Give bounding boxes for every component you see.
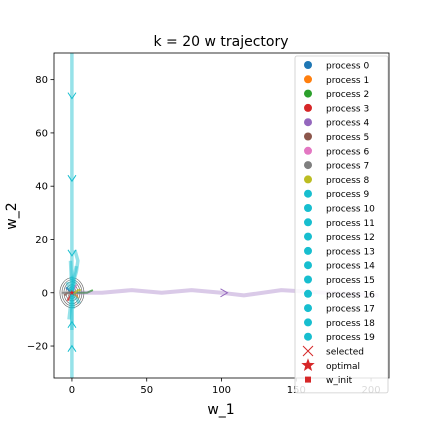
- direction-marker: [67, 174, 77, 183]
- legend-label: process 2: [326, 90, 369, 100]
- x-tick-label: 100: [212, 385, 231, 396]
- x-axis-label: w_1: [207, 402, 234, 418]
- legend-marker: [304, 204, 312, 212]
- optimal-marker: [69, 289, 75, 296]
- legend-marker: [304, 304, 312, 313]
- legend-marker: [304, 232, 312, 241]
- legend-marker: [304, 289, 312, 298]
- direction-marker: [67, 249, 77, 257]
- y-tick-label: 40: [35, 182, 48, 193]
- series-line-process-18: [68, 260, 74, 293]
- legend-marker: [304, 261, 312, 270]
- direction-marker: [220, 288, 229, 298]
- legend-label: process 11: [326, 219, 375, 229]
- y-axis-label: w_2: [4, 202, 20, 229]
- legend-marker: [304, 118, 312, 127]
- x-tick-label: 0: [69, 385, 75, 396]
- legend-label: process 4: [326, 119, 369, 129]
- y-tick-label: 20: [35, 235, 48, 246]
- legend-marker: [304, 189, 312, 198]
- series-line-process-17: [70, 265, 79, 293]
- legend-marker-selected: [302, 345, 314, 357]
- legend-marker: [304, 132, 312, 141]
- legend-label: process 14: [326, 262, 375, 272]
- legend-marker: [304, 218, 312, 227]
- legend-label: process 17: [326, 305, 375, 315]
- legend-label: process 13: [326, 247, 375, 257]
- legend-label: process 6: [326, 147, 369, 157]
- legend-marker: [304, 246, 312, 255]
- series-line-process-16: [70, 292, 76, 309]
- legend-label: optimal: [326, 362, 360, 372]
- legend: process 0 process 1 process 2 process 3 proc…: [294, 55, 389, 394]
- legend-label: process 16: [326, 290, 375, 300]
- legend-marker: [304, 318, 312, 327]
- legend-marker: [304, 175, 312, 184]
- legend-marker-winit: [305, 376, 311, 383]
- legend-label: process 12: [326, 233, 375, 243]
- direction-marker: [67, 92, 77, 100]
- legend-label: selected: [326, 348, 364, 358]
- series-line-process-12: [67, 292, 74, 320]
- series-line-process-6: [71, 284, 78, 294]
- legend-marker: [304, 332, 312, 341]
- legend-label: w_init: [326, 376, 353, 386]
- legend-label: process 3: [326, 104, 369, 114]
- legend-marker-optimal: [301, 358, 315, 371]
- chart-title: k = 20 w trajectory: [153, 34, 288, 50]
- y-tick-label: 80: [35, 75, 48, 86]
- legend-label: process 10: [326, 205, 375, 215]
- legend-marker: [304, 161, 312, 170]
- legend-label: process 15: [326, 276, 375, 286]
- legend-label: process 1: [326, 76, 369, 86]
- direction-marker: [67, 344, 77, 352]
- legend-marker: [304, 103, 312, 112]
- y-tick-label: −20: [27, 342, 48, 353]
- legend-label: process 8: [326, 176, 369, 186]
- legend-marker: [304, 146, 312, 155]
- direction-marker: [67, 320, 77, 328]
- legend-label: process 19: [326, 333, 375, 343]
- legend-label: process 7: [326, 162, 369, 172]
- legend-label: process 9: [326, 190, 369, 200]
- legend-box: [294, 55, 389, 394]
- legend-marker: [304, 89, 312, 98]
- legend-marker: [304, 75, 312, 84]
- legend-label: process 5: [326, 133, 369, 143]
- y-tick-label: 0: [42, 288, 48, 299]
- x-tick-label: 50: [140, 385, 153, 396]
- legend-label: process 18: [326, 319, 375, 329]
- legend-marker: [304, 275, 312, 284]
- legend-label: process 0: [326, 62, 369, 72]
- legend-marker: [304, 61, 312, 69]
- series-line-process-15: [65, 281, 74, 294]
- series-line-process-11: [70, 249, 80, 294]
- series-line-process-13: [69, 275, 77, 294]
- y-tick-label: 60: [35, 128, 48, 139]
